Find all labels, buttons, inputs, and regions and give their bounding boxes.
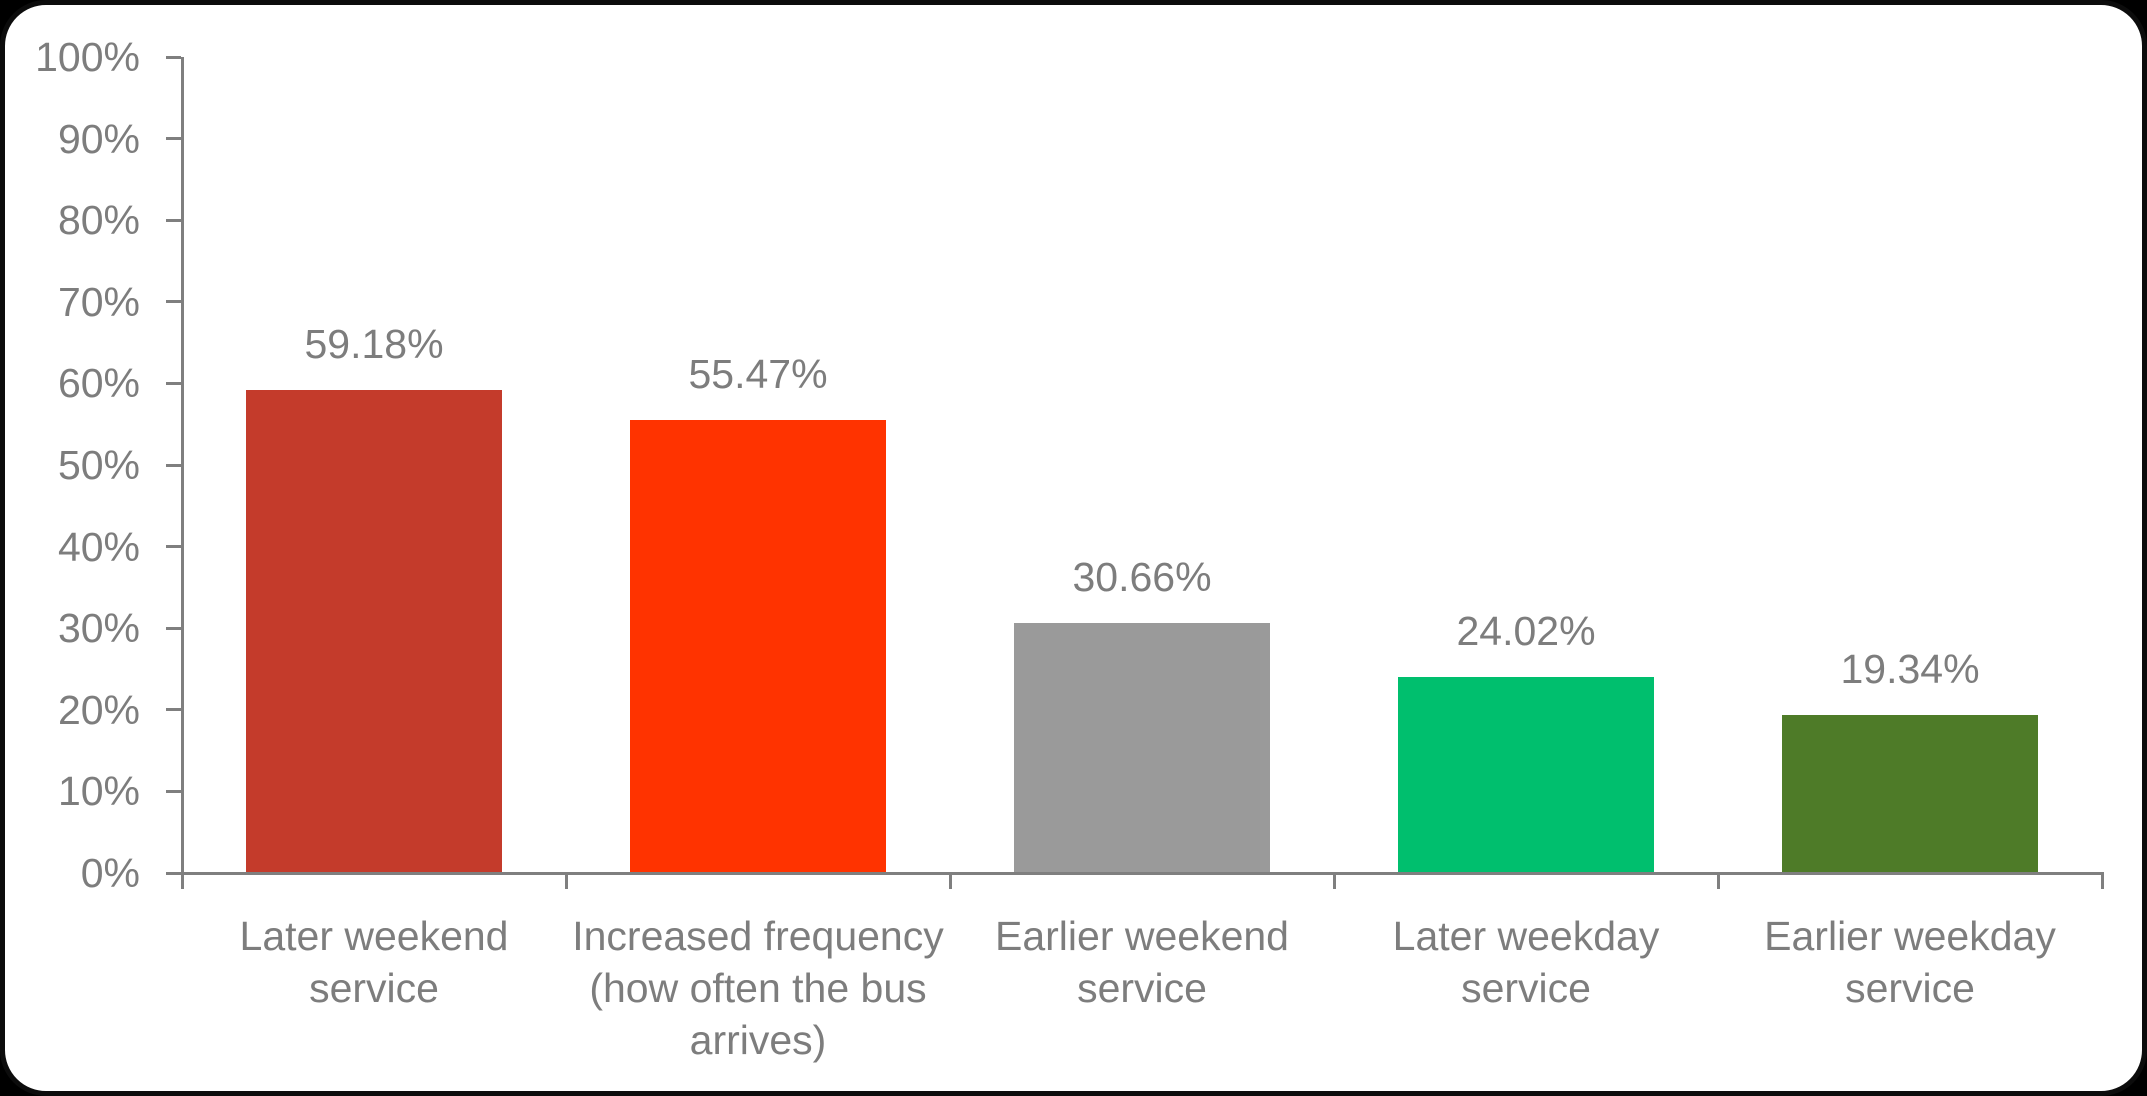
x-category-label: Later weekend service <box>239 913 509 1011</box>
x-category-label: Increased frequency (how often the bus a… <box>572 913 944 1063</box>
y-axis-tick <box>165 137 181 141</box>
y-axis-tick <box>165 381 181 385</box>
y-axis-tick <box>165 871 181 875</box>
x-axis-tick <box>1716 874 1720 889</box>
x-axis-tick <box>564 874 568 889</box>
y-axis-tick <box>165 545 181 549</box>
y-axis-tick-label: 100% <box>35 34 140 80</box>
bar-value-label: 24.02% <box>1456 608 1596 654</box>
y-axis-tick-label: 70% <box>57 278 140 325</box>
plot-area: 0% 10% 20% 30% 40% 50% 60% 70% 80% 90% 100% 59.18% L… <box>5 5 2142 1091</box>
y-axis-tick-label: 0% <box>80 850 140 896</box>
bar-value-label: 55.47% <box>688 351 828 397</box>
y-axis-tick <box>165 708 181 712</box>
y-axis-tick <box>165 789 181 793</box>
y-axis-tick-label: 20% <box>57 686 140 733</box>
y-axis-tick-label: 90% <box>57 115 140 162</box>
y-axis-tick-label: 30% <box>57 605 140 652</box>
x-category-label: Earlier weekend service <box>995 913 1289 1011</box>
bar-1 <box>246 390 502 872</box>
bar-5 <box>1782 715 2038 872</box>
bar-4 <box>1398 677 1654 872</box>
y-axis-tick <box>165 218 181 222</box>
y-axis-tick-label: 60% <box>57 360 140 407</box>
y-axis-line <box>180 57 184 875</box>
bar-value-label: 30.66% <box>1072 554 1212 600</box>
x-axis-line <box>180 871 2104 875</box>
bar-3 <box>1014 623 1270 872</box>
y-axis-tick <box>165 463 181 467</box>
y-axis-tick-label: 10% <box>57 768 140 815</box>
y-axis-tick <box>165 626 181 630</box>
x-axis-tick <box>948 874 952 889</box>
x-category-label: Later weekday service <box>1392 913 1660 1011</box>
x-axis-tick <box>1332 874 1336 889</box>
y-axis-tick-label: 80% <box>57 197 140 244</box>
x-axis-tick <box>180 874 184 889</box>
x-axis-tick <box>2100 874 2104 889</box>
bar-2 <box>630 420 886 872</box>
y-axis-tick <box>165 55 181 59</box>
y-axis-tick-label: 40% <box>57 523 140 570</box>
y-axis-tick-label: 50% <box>57 442 140 488</box>
y-axis-tick <box>165 300 181 304</box>
bar-value-label: 59.18% <box>304 321 444 367</box>
bar-value-label: 19.34% <box>1840 646 1980 692</box>
x-category-label: Earlier weekday service <box>1764 913 2056 1011</box>
